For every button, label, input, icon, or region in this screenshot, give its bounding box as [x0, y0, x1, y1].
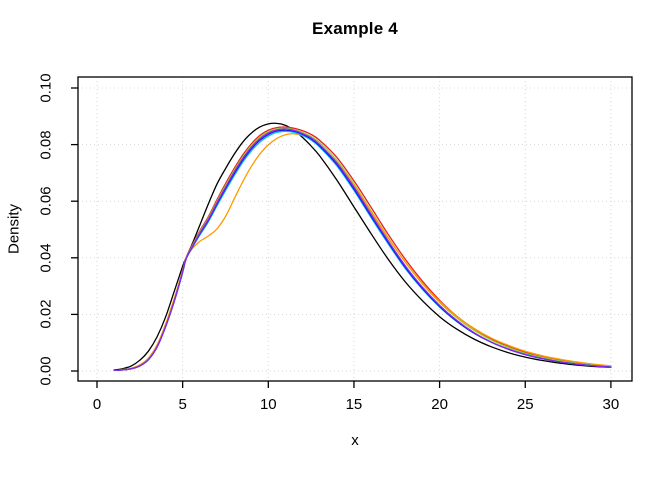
y-tick-label: 0.02 [37, 299, 55, 329]
x-axis-label: x [351, 432, 359, 449]
x-tick-label: 10 [259, 396, 277, 413]
y-axis-label: Density [5, 203, 23, 255]
plot-frame [77, 76, 633, 382]
x-tick-label: 25 [516, 396, 534, 413]
x-tick-label: 15 [345, 396, 363, 413]
density-curve-orange [113, 133, 612, 372]
density-curves [113, 122, 612, 372]
density-curve-red [113, 126, 612, 372]
x-tick-label: 0 [92, 396, 102, 413]
plot-title: Example 4 [312, 19, 398, 38]
y-tick-label: 0.06 [37, 186, 55, 216]
x-tick-label: 20 [431, 396, 448, 413]
density-curve-green [113, 127, 612, 372]
x-tick-label: 5 [178, 396, 187, 413]
density-curve-purple [113, 128, 612, 372]
y-tick-label: 0.10 [37, 73, 55, 103]
y-tick-label: 0.00 [37, 356, 55, 386]
density-curve-blue [113, 129, 612, 372]
density-curve-black [113, 122, 612, 371]
y-tick-label: 0.08 [37, 129, 55, 160]
y-tick-label: 0.04 [37, 243, 55, 273]
x-tick-label: 30 [602, 396, 620, 413]
grid-lines [78, 77, 632, 381]
axis-ticks [71, 87, 612, 388]
